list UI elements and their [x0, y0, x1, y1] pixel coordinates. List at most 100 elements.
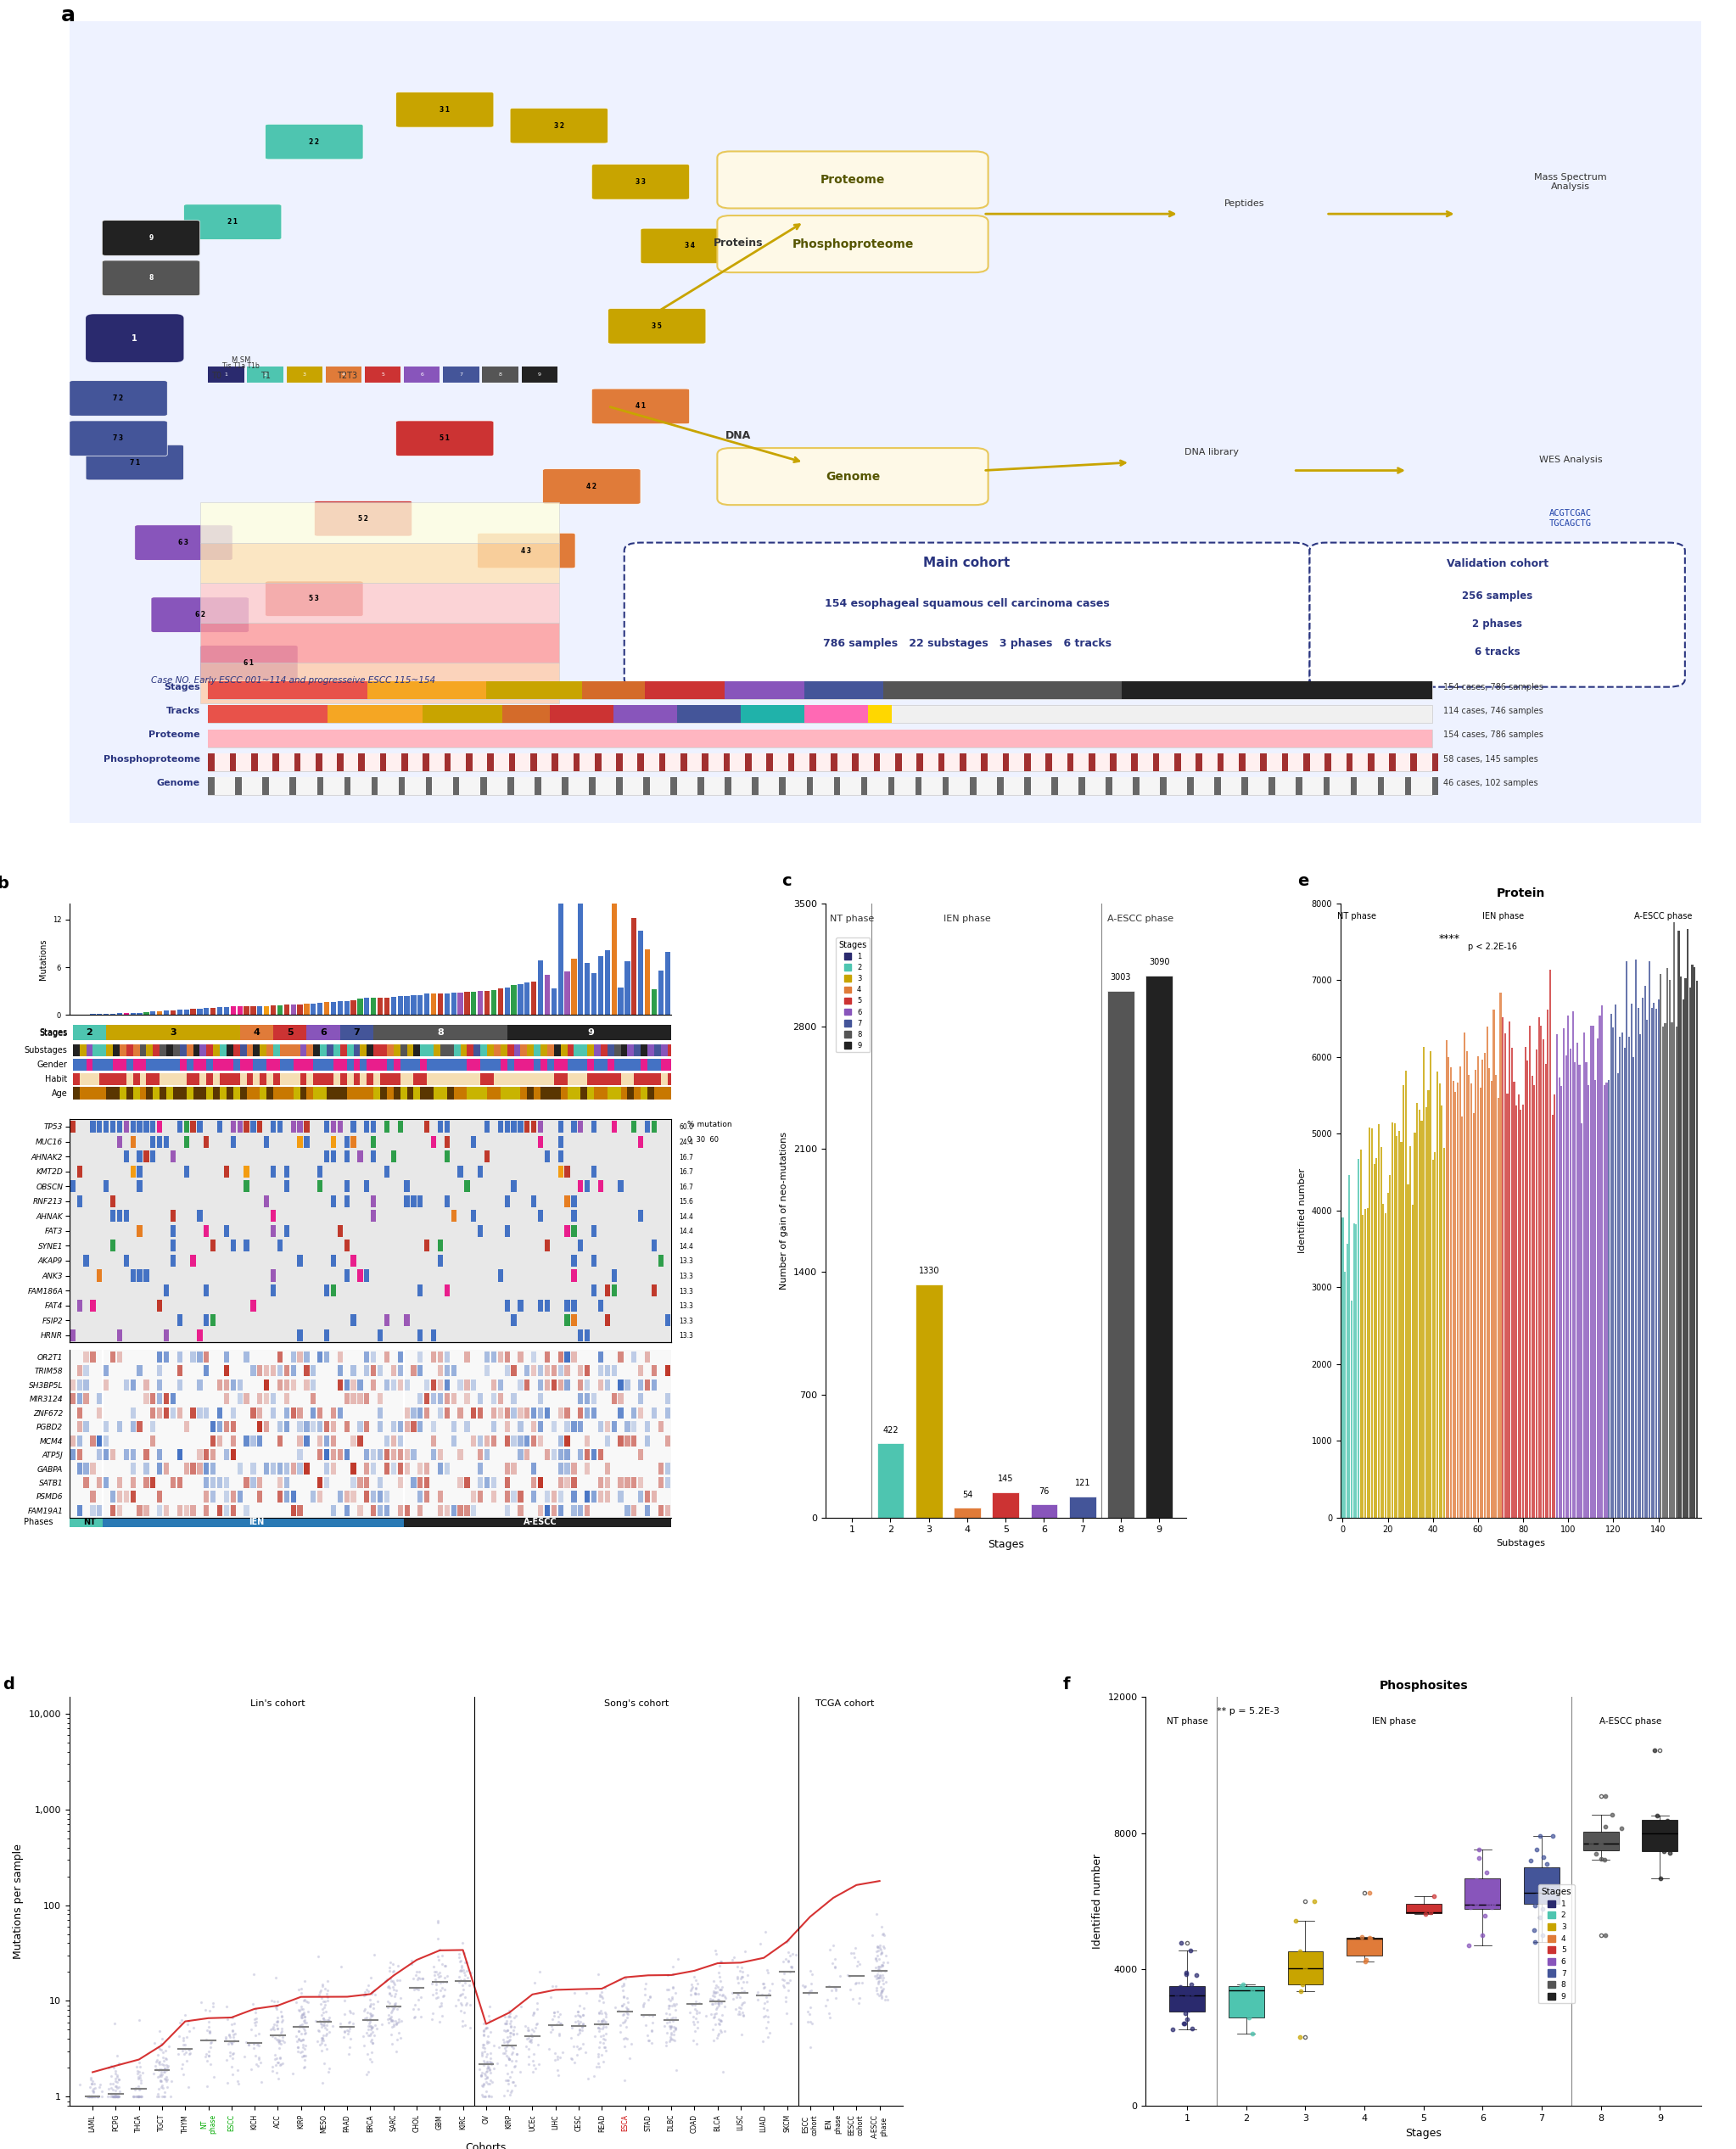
- Point: [502, 2037, 529, 2072]
- Point: [498, 2065, 526, 2100]
- Point: [590, 2027, 618, 2061]
- Bar: [779, 778, 786, 795]
- Bar: [116, 1420, 122, 1433]
- Bar: [1233, 681, 1241, 698]
- Point: [547, 2007, 575, 2042]
- Point: [425, 1943, 453, 1977]
- Bar: [351, 1365, 356, 1378]
- Bar: [260, 1072, 267, 1085]
- Point: [656, 2020, 684, 2054]
- Bar: [181, 1087, 186, 1100]
- Bar: [184, 1010, 189, 1014]
- Point: [526, 2046, 554, 2080]
- Point: [700, 1964, 727, 1999]
- Point: [1592, 1919, 1620, 1953]
- Bar: [231, 1006, 236, 1014]
- Point: [724, 1996, 752, 2031]
- Bar: [1668, 980, 1670, 1517]
- Bar: [411, 1476, 417, 1489]
- Point: [486, 2031, 514, 2065]
- Point: [1608, 1812, 1635, 1846]
- Point: [774, 1943, 802, 1977]
- Point: [224, 2052, 252, 2087]
- Point: [470, 2014, 498, 2048]
- Point: [639, 1999, 667, 2033]
- Point: [267, 1999, 295, 2033]
- Bar: [568, 1059, 575, 1070]
- Bar: [262, 778, 269, 795]
- Point: [498, 2029, 526, 2063]
- Bar: [594, 1059, 601, 1070]
- Bar: [253, 1025, 260, 1040]
- Bar: [665, 1504, 670, 1515]
- Point: [125, 2061, 153, 2095]
- Text: IEN phase: IEN phase: [1483, 911, 1524, 920]
- Bar: [139, 1059, 146, 1070]
- Point: [719, 1975, 746, 2009]
- Bar: [434, 1072, 441, 1085]
- Point: [191, 2039, 219, 2074]
- Point: [656, 2001, 684, 2035]
- Point: [1653, 1803, 1680, 1837]
- Point: [1587, 1842, 1614, 1876]
- Bar: [618, 1436, 623, 1446]
- Bar: [394, 1072, 401, 1085]
- Bar: [214, 1087, 220, 1100]
- Point: [175, 2037, 203, 2072]
- Point: [358, 1996, 385, 2031]
- Point: [384, 1992, 411, 2027]
- Bar: [611, 1365, 616, 1378]
- Point: [429, 1971, 457, 2005]
- Bar: [540, 1087, 547, 1100]
- Bar: [106, 1072, 113, 1085]
- Bar: [203, 1225, 208, 1238]
- Point: [245, 2016, 273, 2050]
- Point: [1477, 1891, 1505, 1926]
- Point: [773, 1996, 800, 2031]
- Bar: [344, 1180, 349, 1193]
- Text: T2T3: T2T3: [337, 372, 358, 380]
- Point: [241, 2018, 269, 2052]
- Bar: [585, 1504, 590, 1515]
- Bar: [590, 681, 597, 698]
- Bar: [354, 1059, 359, 1070]
- Bar: [116, 1491, 122, 1502]
- Point: [260, 1984, 288, 2018]
- Bar: [444, 993, 450, 1014]
- Bar: [1457, 1083, 1458, 1517]
- Point: [217, 2027, 245, 2061]
- Point: [682, 1992, 710, 2027]
- Bar: [288, 681, 295, 698]
- Point: [444, 1941, 472, 1975]
- Point: [474, 2067, 502, 2102]
- Point: [401, 1958, 429, 1992]
- Point: [566, 2031, 594, 2065]
- Point: [658, 2018, 686, 2052]
- Bar: [377, 1448, 384, 1461]
- Bar: [495, 681, 502, 698]
- Point: [214, 1990, 241, 2024]
- Point: [821, 1941, 849, 1975]
- Text: 3: 3: [302, 372, 306, 376]
- Point: [243, 2048, 271, 2082]
- Bar: [333, 1025, 340, 1040]
- Bar: [217, 1420, 222, 1433]
- Point: [845, 1964, 873, 1999]
- Point: [283, 2024, 311, 2059]
- Bar: [127, 1087, 134, 1100]
- Bar: [365, 1180, 370, 1193]
- Text: 6: 6: [420, 372, 424, 376]
- Point: [1526, 1900, 1554, 1934]
- Bar: [877, 1444, 904, 1517]
- Bar: [535, 1087, 540, 1100]
- Point: [153, 2059, 181, 2093]
- Point: [215, 2018, 243, 2052]
- Point: [245, 2027, 273, 2061]
- Point: [311, 1988, 339, 2022]
- Bar: [418, 995, 424, 1014]
- Point: [705, 1988, 733, 2022]
- Bar: [1503, 1034, 1505, 1517]
- Point: [564, 2007, 592, 2042]
- Bar: [384, 1122, 389, 1133]
- Bar: [437, 993, 443, 1014]
